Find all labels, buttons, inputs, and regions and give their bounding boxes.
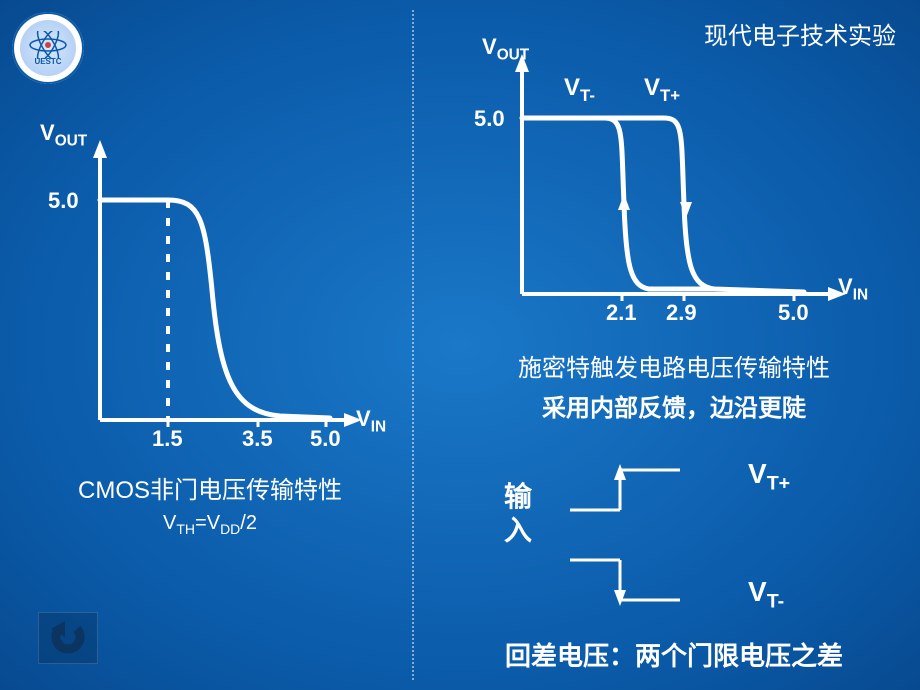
schmitt-chart: VOUT VT- VT+ 5.0 2.1 2.9 5.0 VIN <box>474 34 874 334</box>
university-logo: UESTC <box>12 12 84 84</box>
right-x-tick-2: 2.9 <box>666 300 697 326</box>
return-arrow-icon <box>47 621 89 655</box>
right-chart-svg <box>474 34 874 334</box>
left-x-axis-label: VIN <box>356 406 386 436</box>
right-caption-3: 回差电压：两个门限电压之差 <box>454 636 894 673</box>
input-label: 输入 <box>504 480 532 547</box>
right-x-tick-1: 2.1 <box>606 300 637 326</box>
step-diagram <box>560 440 740 630</box>
vt-plus-label: VT+ <box>748 458 790 496</box>
step-svg <box>560 440 740 630</box>
return-button[interactable] <box>38 612 98 664</box>
cmos-chart: VOUT 5.0 1.5 3.5 5.0 VIN <box>40 120 380 450</box>
left-chart-formula: VTH=VDD/2 <box>40 512 380 537</box>
left-chart-caption: CMOS非门电压传输特性 <box>40 470 380 505</box>
right-x-axis-label: VIN <box>838 274 868 304</box>
logo-text: UESTC <box>34 57 61 66</box>
vertical-separator <box>412 10 414 680</box>
left-x-tick-2: 3.5 <box>242 426 273 452</box>
logo-inner: UESTC <box>20 20 76 76</box>
right-caption-2: 采用内部反馈，边沿更陡 <box>464 388 884 423</box>
left-chart-svg <box>40 120 380 450</box>
atom-icon <box>28 31 68 59</box>
vt-minus-label: VT- <box>748 576 784 614</box>
right-x-tick-3: 5.0 <box>778 300 809 326</box>
left-x-tick-3: 5.0 <box>310 426 341 452</box>
right-caption-1: 施密特触发电路电压传输特性 <box>464 348 884 383</box>
left-x-tick-1: 1.5 <box>152 426 183 452</box>
